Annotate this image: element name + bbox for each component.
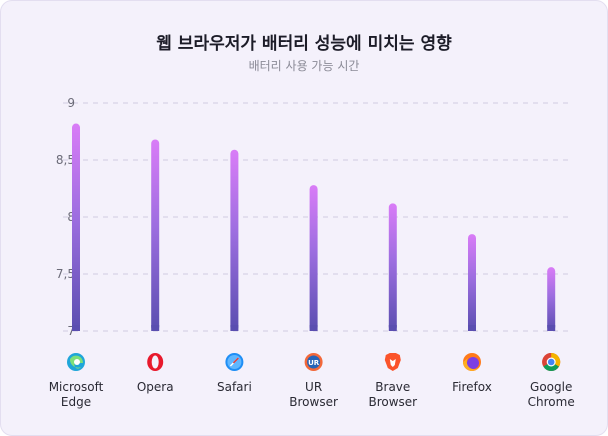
bar bbox=[151, 139, 160, 331]
bar-base bbox=[309, 325, 318, 331]
x-tick-label: Browser bbox=[289, 395, 338, 409]
firefox-icon bbox=[463, 353, 481, 371]
x-tick-label: Safari bbox=[217, 380, 252, 394]
y-tick-label: 8 bbox=[67, 210, 75, 224]
bar bbox=[388, 203, 397, 331]
bar-base bbox=[230, 325, 239, 331]
x-tick-label: Edge bbox=[61, 395, 91, 409]
bar-base bbox=[468, 325, 476, 331]
y-tick-label: 9 bbox=[67, 96, 75, 110]
x-tick-label: Brave bbox=[375, 380, 410, 394]
x-tick-label: Browser bbox=[368, 395, 417, 409]
x-tick-label: Google bbox=[530, 380, 572, 394]
svg-text:UR: UR bbox=[308, 359, 320, 367]
browser-icons: UR bbox=[67, 353, 561, 372]
y-tick-label: 7 bbox=[67, 324, 75, 338]
x-tick-label: Microsoft bbox=[49, 380, 104, 394]
x-tick-label: Chrome bbox=[528, 395, 575, 409]
y-tick-label: 8,5 bbox=[56, 153, 75, 167]
ur-browser-icon: UR bbox=[304, 353, 323, 371]
bar bbox=[230, 149, 239, 331]
bar-base bbox=[388, 325, 397, 331]
bar bbox=[72, 123, 80, 332]
bar bbox=[468, 234, 476, 331]
chart-title: 웹 브라우저가 배터리 성능에 미치는 영향 bbox=[156, 34, 452, 54]
bar bbox=[547, 267, 556, 331]
safari-icon bbox=[225, 353, 244, 371]
bar-base bbox=[151, 325, 160, 331]
bar-base bbox=[547, 325, 556, 331]
y-axis-ticks: 7 7,5 8 8,5 9 bbox=[56, 96, 75, 338]
x-tick-label: Opera bbox=[137, 380, 174, 394]
x-tick-label: UR bbox=[305, 380, 322, 394]
chrome-icon bbox=[542, 353, 561, 372]
brave-icon bbox=[384, 353, 401, 371]
bar bbox=[309, 185, 318, 331]
bar-base bbox=[72, 325, 80, 331]
chart-subtitle: 배터리 사용 가능 시간 bbox=[248, 59, 360, 73]
y-tick-label: 7,5 bbox=[56, 267, 75, 281]
x-tick-label: Firefox bbox=[452, 380, 492, 394]
opera-icon bbox=[147, 353, 164, 371]
edge-icon bbox=[67, 353, 85, 371]
bars bbox=[72, 123, 556, 332]
